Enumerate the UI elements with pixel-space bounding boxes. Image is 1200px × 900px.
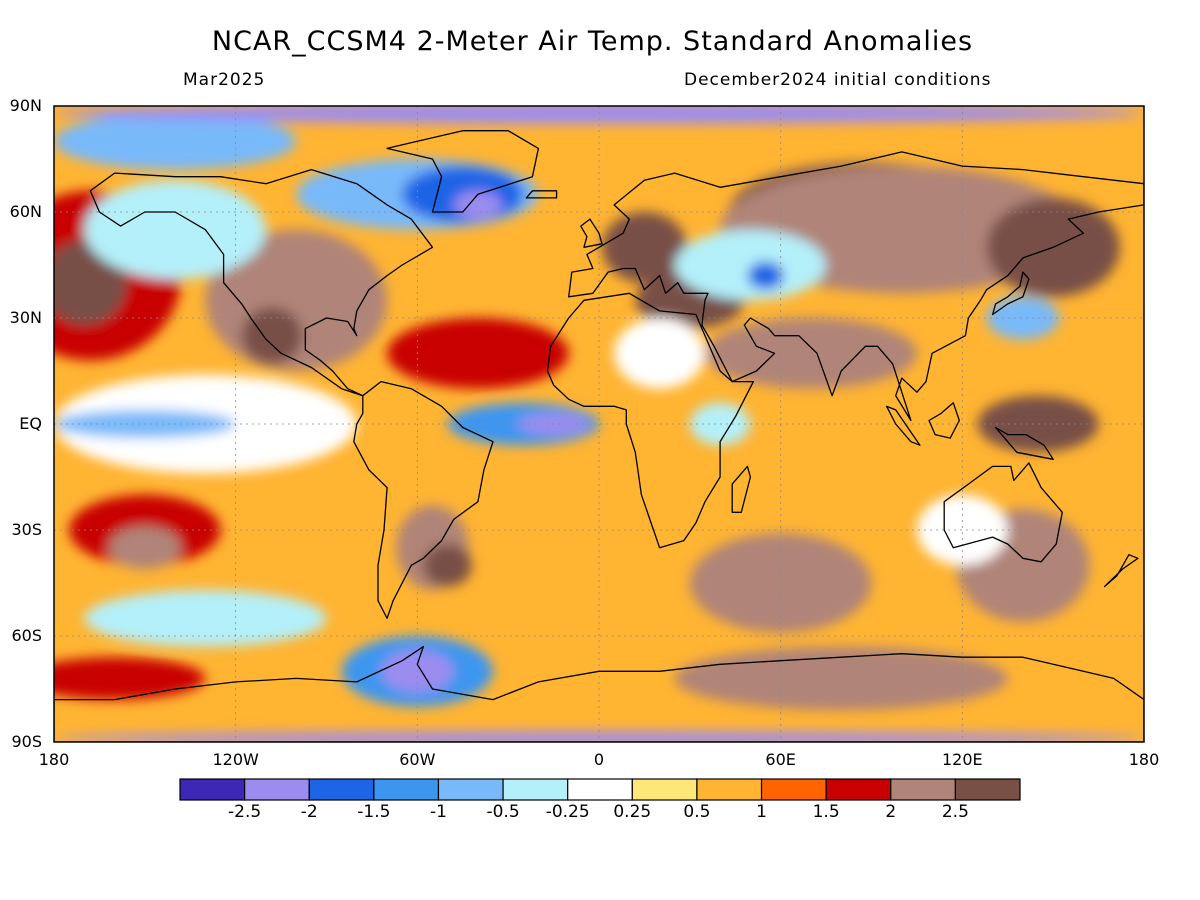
latitude-tick-label: EQ [19,414,42,433]
forecast-month: Mar2025 [183,70,266,90]
coastline-japan [991,271,1030,316]
colorbar-label: -1.5 [357,802,391,822]
colorbar-swatch [308,778,375,801]
longitude-tick-label: 60W [399,750,436,769]
colorbar-label: -2.5 [228,802,262,822]
anomaly-region [747,261,784,290]
anomaly-region [54,113,297,170]
anomaly-region [84,180,266,280]
coastline-antarctica [54,645,1144,742]
anomaly-region [614,318,705,389]
anomaly-region [674,646,1008,711]
latitude-tick-label: 60S [11,626,42,645]
coastline-borneo [928,402,960,439]
anomaly-region [689,533,872,633]
anomaly-region [54,106,1144,124]
anomaly-region [916,494,1008,566]
anomaly-region [602,212,687,283]
latitude-tick-label: 90S [11,732,42,751]
coastline-new-guinea [994,426,1054,460]
colorbar-swatch [696,778,763,801]
colorbar-label: 2 [885,802,897,822]
anomaly-region [986,296,1060,340]
coastline-uk [580,218,603,248]
longitude-tick-label: 60E [765,750,796,769]
longitude-tick-label: 180 [1128,750,1160,769]
coastline-sumatra [885,405,921,446]
colorbar-swatch [179,778,246,801]
colorbar-label: 0.25 [613,802,652,822]
colorbar-label: 0.5 [683,802,711,822]
colorbar-swatch [760,778,827,801]
colorbar-label: 2.5 [941,802,969,822]
plot-area [54,106,1144,742]
latitude-tick-label: 60N [9,202,42,221]
coastlines [54,130,1144,742]
colorbar-label: 1.5 [812,802,840,822]
colorbar [179,778,1021,801]
coastline-africa [546,292,755,549]
colorbar-swatch [502,778,569,801]
initial-conditions: December2024 initial conditions [684,70,992,90]
colorbar-label: -1 [429,802,447,822]
anomaly-region [241,307,303,364]
graticule [54,106,1144,742]
coastline-eurasia [568,151,1144,422]
anomaly-region [423,544,472,587]
coastline-new-zealand [1103,554,1139,588]
coastline-madagascar [731,465,752,513]
colorbar-swatch [954,778,1021,801]
anomaly-region [54,731,1144,742]
colorbar-label: -0.5 [486,802,520,822]
colorbar-swatch [437,778,504,801]
anomaly-region [54,657,206,700]
colorbar-label: 1 [756,802,767,822]
anomaly-region [453,190,503,220]
latitude-tick-label: 30S [11,520,42,539]
coastline-north-america [89,168,434,397]
latitude-tick-label: 30N [9,308,42,327]
coastline-australia [943,462,1063,563]
anomaly-region [704,318,917,389]
latitude-tick-label: 90N [9,96,42,115]
anomaly-region [674,229,827,301]
colorbar-swatch [244,778,310,801]
anomaly-region [108,526,182,569]
coastline-iceland [525,190,558,199]
longitude-tick-label: 120E [942,750,983,769]
anomaly-region [387,318,569,389]
map-title: NCAR_CCSM4 2-Meter Air Temp. Standard An… [211,26,974,57]
longitude-tick-label: 0 [593,750,605,769]
colorbar-swatch [567,778,633,801]
colorbar-swatch [631,778,698,801]
colorbar-label: -0.25 [545,802,590,822]
coastline-south-america [353,380,494,619]
longitude-tick-label: 120W [212,750,259,769]
colorbar-swatch [890,778,956,801]
anomaly-region [84,590,327,647]
colorbar-label: -2 [300,802,318,822]
colorbar-swatch [825,778,892,801]
plot-frame [53,105,1145,743]
longitude-tick-label: 180 [38,750,70,769]
coastline-greenland [386,130,540,213]
colorbar-swatch [373,778,440,801]
